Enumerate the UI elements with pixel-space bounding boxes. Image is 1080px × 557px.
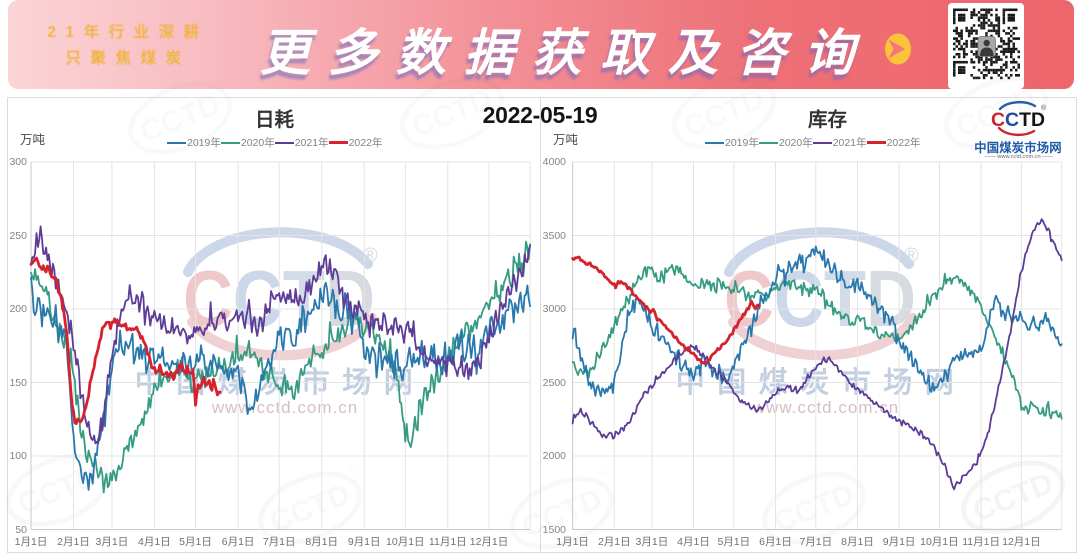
svg-text:中国煤炭市场网: 中国煤炭市场网	[974, 140, 1061, 155]
svg-text:®: ®	[904, 245, 919, 267]
svg-text:www.cctd.com.cn: www.cctd.com.cn	[752, 398, 899, 417]
svg-text:CCTD: CCTD	[769, 478, 859, 540]
svg-text:®: ®	[848, 462, 860, 476]
svg-text:CCTD: CCTD	[968, 467, 1058, 529]
svg-text:®: ®	[758, 67, 770, 81]
svg-text:CCTD: CCTD	[991, 109, 1045, 131]
svg-text:®: ®	[214, 72, 226, 86]
svg-text:®: ®	[596, 467, 608, 481]
svg-text:®: ®	[344, 462, 356, 476]
svg-text:www.cctd.com.cn: www.cctd.com.cn	[211, 398, 358, 417]
svg-text:®: ®	[1041, 104, 1047, 112]
svg-text:®: ®	[363, 245, 378, 267]
svg-text:®: ®	[486, 67, 498, 81]
svg-text:—— www.cctd.com.cn ——: —— www.cctd.com.cn ——	[985, 154, 1054, 160]
svg-text:®: ®	[1047, 451, 1059, 465]
svg-text:®: ®	[1030, 67, 1042, 81]
svg-text:CCTD: CCTD	[13, 460, 103, 522]
